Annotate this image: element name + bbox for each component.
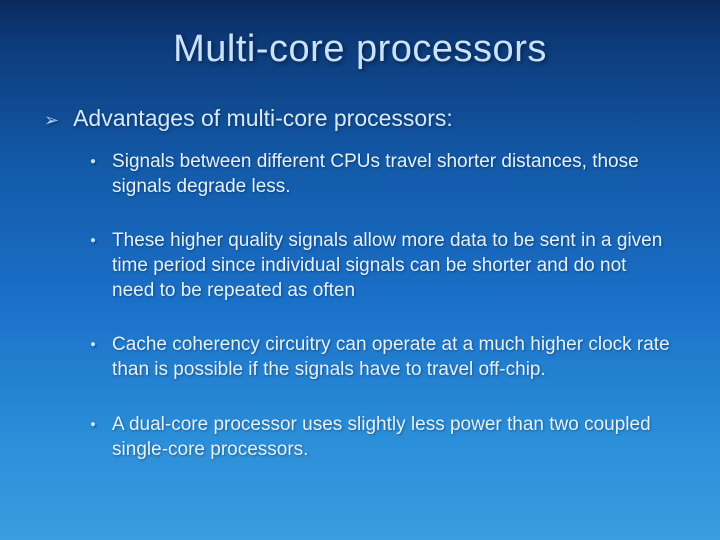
- chevron-right-icon: ➢: [44, 110, 59, 131]
- list-item-text: Cache coherency circuitry can operate at…: [112, 333, 670, 382]
- bullet-icon: ●: [90, 339, 96, 350]
- list-item: ● These higher quality signals allow mor…: [90, 229, 670, 303]
- list-item: ● Signals between different CPUs travel …: [90, 150, 670, 199]
- slide-container: Multi-core processors ➢ Advantages of mu…: [0, 0, 720, 540]
- slide-title: Multi-core processors: [40, 28, 680, 71]
- top-level-text: Advantages of multi-core processors:: [73, 105, 453, 132]
- list-item-text: These higher quality signals allow more …: [112, 229, 670, 303]
- list-item-text: Signals between different CPUs travel sh…: [112, 150, 670, 199]
- top-level-bullet: ➢ Advantages of multi-core processors:: [44, 105, 680, 132]
- bullet-icon: ●: [90, 419, 96, 430]
- list-item: ● Cache coherency circuitry can operate …: [90, 333, 670, 382]
- list-item-text: A dual-core processor uses slightly less…: [112, 413, 670, 462]
- bullet-icon: ●: [90, 156, 96, 167]
- list-item: ● A dual-core processor uses slightly le…: [90, 413, 670, 462]
- bullet-icon: ●: [90, 235, 96, 246]
- sub-bullet-list: ● Signals between different CPUs travel …: [90, 150, 670, 462]
